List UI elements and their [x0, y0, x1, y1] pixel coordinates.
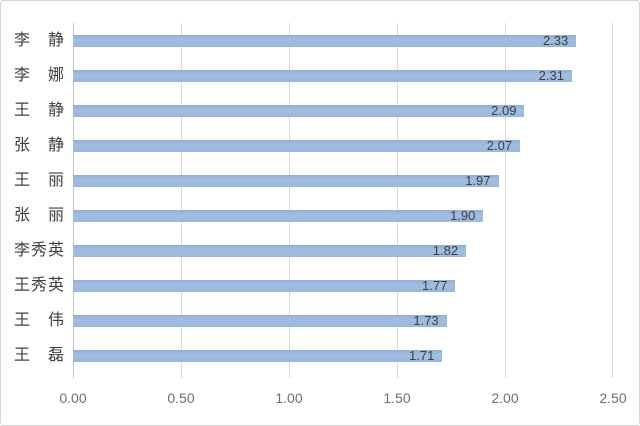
value-label: 2.31 [538, 68, 564, 83]
x-tick-label: 0.00 [59, 390, 87, 406]
bar: 1.97 [73, 173, 499, 188]
value-label: 1.97 [465, 173, 491, 188]
category-label: 张静 [14, 136, 64, 154]
category-label: 王秀英 [14, 276, 64, 294]
x-tick-label: 1.00 [275, 390, 303, 406]
value-label: 1.77 [422, 278, 448, 293]
category-label: 李秀英 [14, 241, 64, 259]
bar: 1.73 [73, 313, 447, 328]
bar: 1.71 [73, 348, 443, 363]
category-label: 王伟 [14, 311, 64, 329]
value-label: 1.90 [450, 208, 476, 223]
value-label: 1.73 [413, 313, 439, 328]
bar-row: 王秀英 1.77 [14, 268, 613, 303]
bars-area: 李静 2.33 李娜 2.31 王静 2.09 张静 2.07 王丽 1.97 … [14, 23, 613, 373]
category-label: 李娜 [14, 66, 64, 84]
bar: 2.33 [73, 33, 577, 48]
x-tick-label: 1.50 [383, 390, 411, 406]
value-label: 1.82 [432, 243, 459, 258]
category-label: 李静 [14, 31, 64, 49]
value-label: 2.33 [542, 33, 569, 48]
gridline [289, 23, 290, 378]
gridline [397, 23, 398, 378]
gridline [181, 23, 182, 378]
bar: 2.09 [73, 103, 525, 118]
category-axis-line [73, 23, 74, 378]
bar-row: 李娜 2.31 [14, 58, 613, 93]
gridline [505, 23, 506, 378]
bar-row: 王磊 1.71 [14, 338, 613, 373]
value-label: 1.71 [409, 348, 435, 363]
bar-row: 李秀英 1.82 [14, 233, 613, 268]
category-label: 王静 [14, 101, 64, 119]
category-label: 王磊 [14, 346, 64, 364]
bar-row: 张静 2.07 [14, 128, 613, 163]
bar: 2.31 [73, 68, 572, 83]
value-label: 2.07 [486, 138, 513, 153]
value-label: 2.09 [491, 103, 517, 118]
bar: 1.77 [73, 278, 456, 293]
bar-row: 王伟 1.73 [14, 303, 613, 338]
bar-row: 王静 2.09 [14, 93, 613, 128]
bar-row: 王丽 1.97 [14, 163, 613, 198]
x-tick-label: 2.50 [599, 390, 627, 406]
category-label: 张丽 [14, 206, 64, 224]
bar: 1.90 [73, 208, 484, 223]
plot-area: 李静 2.33 李娜 2.31 王静 2.09 张静 2.07 王丽 1.97 … [14, 23, 627, 406]
bar: 2.07 [73, 138, 521, 153]
x-tick-label: 0.50 [167, 390, 195, 406]
x-tick-label: 2.00 [491, 390, 519, 406]
category-label: 王丽 [14, 171, 64, 189]
gridline [612, 23, 613, 378]
bar-row: 张丽 1.90 [14, 198, 613, 233]
bar: 1.82 [73, 243, 467, 258]
bar-row: 李静 2.33 [14, 23, 613, 58]
